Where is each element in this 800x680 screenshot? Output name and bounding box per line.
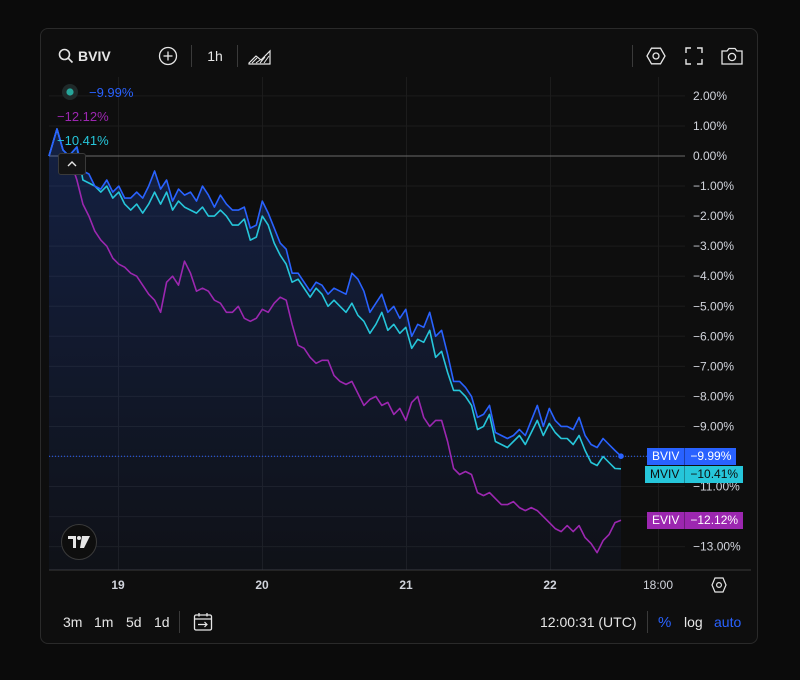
axis-settings-icon[interactable] [711, 577, 727, 593]
x-tick-label: 20 [255, 578, 269, 592]
y-tick-label: −13.00% [693, 540, 741, 554]
price-chart[interactable]: 2.00% 1.00% 0.00% −1.00% −2.00% −3.00% −4.00% −… [41, 29, 757, 599]
bottom-divider [647, 611, 648, 633]
symbol-search[interactable]: BVIV [58, 45, 111, 67]
tradingview-logo[interactable] [61, 524, 97, 560]
y-tick-label: 2.00% [693, 89, 727, 103]
screenshot-icon [721, 47, 743, 65]
range-5d-button[interactable]: 5d [126, 614, 142, 630]
y-tick-label: −3.00% [693, 239, 734, 253]
y-tick-label: −4.00% [693, 269, 734, 283]
legend-bviv-value: −9.99% [89, 84, 134, 100]
range-3m-button[interactable]: 3m [63, 614, 83, 630]
collapse-legend-button[interactable] [58, 153, 86, 175]
y-tick-label: −5.00% [693, 299, 734, 313]
tag-mviv-value: −10.41% [684, 466, 744, 483]
x-tick-label: 21 [399, 578, 413, 592]
price-tag-bviv: BVIV −9.99% [647, 448, 737, 465]
add-compare-icon [158, 46, 178, 66]
add-compare-button[interactable] [157, 45, 179, 67]
legend-mviv-value: −10.41% [57, 133, 109, 148]
symbol-label: BVIV [78, 48, 111, 64]
bviv-line [48, 128, 622, 457]
x-tick-label: 22 [543, 578, 557, 592]
y-tick-label: −7.00% [693, 359, 734, 373]
toolbar-divider [632, 45, 633, 67]
toolbar-divider [191, 45, 192, 67]
range-1d-button[interactable]: 1d [154, 614, 170, 630]
calendar-goto-icon [193, 613, 213, 631]
chart-toolbar: BVIV 1h [41, 29, 757, 85]
screenshot-button[interactable] [720, 45, 744, 67]
legend-eviv-value: −12.12% [57, 109, 109, 124]
settings-icon [646, 47, 666, 65]
y-tick-label: 1.00% [693, 119, 727, 133]
bottom-divider [179, 611, 180, 633]
goto-date-button[interactable] [193, 611, 213, 633]
toolbar-divider [237, 45, 238, 67]
interval-button[interactable]: 1h [207, 48, 223, 64]
tradingview-logo-icon [68, 536, 90, 548]
chart-style-button[interactable] [247, 45, 273, 67]
y-tick-label: −8.00% [693, 389, 734, 403]
fullscreen-icon [685, 47, 703, 65]
search-icon [58, 48, 74, 64]
tag-mviv-name: MVIV [645, 466, 685, 483]
auto-scale-toggle[interactable]: auto [714, 614, 742, 630]
y-tick-label: −1.00% [693, 179, 734, 193]
eviv-line [48, 128, 622, 554]
y-tick-label: −9.00% [693, 419, 734, 433]
tag-bviv-value: −9.99% [684, 448, 737, 465]
log-scale-toggle[interactable]: log [684, 614, 703, 630]
chart-style-icon [248, 49, 271, 65]
bottom-toolbar: 3m 1m 5d 1d 12:00:31 (UTC) % log auto [41, 603, 757, 645]
price-tag-mviv: MVIV −10.41% [645, 466, 744, 483]
tag-bviv-name: BVIV [647, 448, 685, 465]
chevron-up-icon [67, 161, 77, 167]
y-tick-label: −11.00% [693, 480, 740, 494]
chart-widget: BVIV 1h [40, 28, 758, 644]
bviv-last-point [618, 453, 624, 459]
status-dot-icon [62, 84, 78, 100]
fullscreen-button[interactable] [683, 45, 705, 67]
tag-eviv-value: −12.12% [684, 512, 744, 529]
settings-button[interactable] [645, 45, 667, 67]
legend-bviv: −9.99% [61, 83, 133, 101]
price-tag-eviv: EVIV −12.12% [647, 512, 744, 529]
tag-eviv-name: EVIV [647, 512, 685, 529]
mviv-line [48, 128, 622, 470]
x-tick-label: 18:00 [643, 578, 673, 592]
y-tick-label: −2.00% [693, 209, 734, 223]
y-tick-label: 0.00% [693, 149, 727, 163]
range-1m-button[interactable]: 1m [94, 614, 114, 630]
y-tick-label: −6.00% [693, 329, 734, 343]
percent-scale-toggle[interactable]: % [658, 613, 672, 631]
clock-time[interactable]: 12:00:31 (UTC) [540, 614, 637, 630]
x-tick-label: 19 [111, 578, 125, 592]
bviv-area-fill [49, 129, 621, 570]
